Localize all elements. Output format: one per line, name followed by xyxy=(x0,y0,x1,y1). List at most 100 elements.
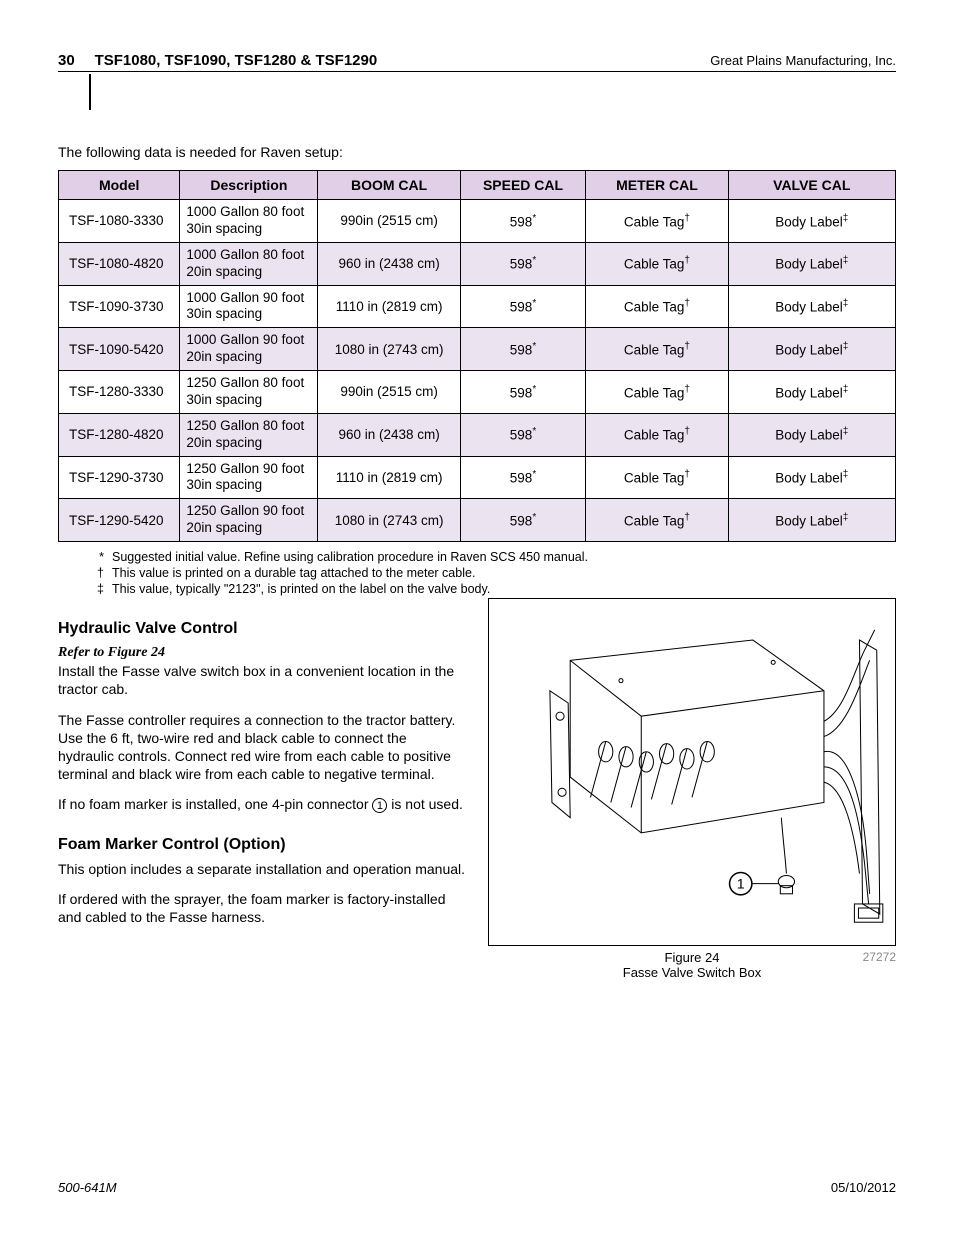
footnote: † This value is printed on a durable tag … xyxy=(86,566,896,580)
footnote: ‡ This value, typically "2123", is printe… xyxy=(86,582,896,596)
footnote-symbol: * xyxy=(86,550,104,564)
figure-callout-1: 1 xyxy=(737,877,745,893)
table-row: TSF-1280-48201250 Gallon 80 foot 20in sp… xyxy=(59,413,896,456)
cell-speed: 598* xyxy=(460,413,586,456)
table-row: TSF-1090-37301000 Gallon 90 foot 30in sp… xyxy=(59,285,896,328)
footnote-symbol: ‡ xyxy=(86,582,104,596)
header-title: TSF1080, TSF1090, TSF1280 & TSF1290 xyxy=(95,52,378,69)
col-speed-cal: SPEED CAL xyxy=(460,171,586,200)
cell-description: 1250 Gallon 80 foot 20in spacing xyxy=(180,413,318,456)
hydraulic-heading: Hydraulic Valve Control xyxy=(58,620,466,638)
figure-24-illustration: 1 xyxy=(488,598,896,946)
table-header-row: Model Description BOOM CAL SPEED CAL MET… xyxy=(59,171,896,200)
footnote-symbol: † xyxy=(86,566,104,580)
col-valve-cal: VALVE CAL xyxy=(728,171,895,200)
cell-speed: 598* xyxy=(460,285,586,328)
cell-valve: Body Label‡ xyxy=(728,242,895,285)
cell-description: 1000 Gallon 80 foot 20in spacing xyxy=(180,242,318,285)
foam-heading: Foam Marker Control (Option) xyxy=(58,836,466,854)
cell-valve: Body Label‡ xyxy=(728,328,895,371)
col-model: Model xyxy=(59,171,180,200)
cell-description: 1250 Gallon 80 foot 30in spacing xyxy=(180,371,318,414)
cell-boom: 960 in (2438 cm) xyxy=(318,242,460,285)
hydraulic-p3: If no foam marker is installed, one 4-pi… xyxy=(58,795,466,813)
hydraulic-ref: Refer to Figure 24 xyxy=(58,644,466,662)
table-row: TSF-1080-48201000 Gallon 80 foot 20in sp… xyxy=(59,242,896,285)
cell-meter: Cable Tag† xyxy=(586,499,728,542)
table-row: TSF-1290-37301250 Gallon 90 foot 30in sp… xyxy=(59,456,896,499)
cell-model: TSF-1080-3330 xyxy=(59,200,180,243)
cell-meter: Cable Tag† xyxy=(586,371,728,414)
cell-speed: 598* xyxy=(460,456,586,499)
cell-boom: 990in (2515 cm) xyxy=(318,371,460,414)
cell-speed: 598* xyxy=(460,200,586,243)
cell-speed: 598* xyxy=(460,371,586,414)
switch-box-svg: 1 xyxy=(489,599,895,945)
figure-caption: Figure 24 Fasse Valve Switch Box 27272 xyxy=(488,950,896,980)
figure-id: 27272 xyxy=(846,950,896,964)
cell-speed: 598* xyxy=(460,499,586,542)
table-row: TSF-1280-33301250 Gallon 80 foot 30in sp… xyxy=(59,371,896,414)
foam-p1: This option includes a separate installa… xyxy=(58,860,466,878)
cell-description: 1250 Gallon 90 foot 30in spacing xyxy=(180,456,318,499)
cell-meter: Cable Tag† xyxy=(586,242,728,285)
cell-model: TSF-1290-3730 xyxy=(59,456,180,499)
col-description: Description xyxy=(180,171,318,200)
cell-valve: Body Label‡ xyxy=(728,285,895,328)
cell-meter: Cable Tag† xyxy=(586,200,728,243)
cell-meter: Cable Tag† xyxy=(586,413,728,456)
cell-valve: Body Label‡ xyxy=(728,413,895,456)
cell-meter: Cable Tag† xyxy=(586,456,728,499)
cell-model: TSF-1280-3330 xyxy=(59,371,180,414)
cell-description: 1000 Gallon 80 foot 30in spacing xyxy=(180,200,318,243)
hydraulic-p1: Install the Fasse valve switch box in a … xyxy=(58,662,466,698)
page-footer: 500-641M 05/10/2012 xyxy=(58,1180,896,1195)
cell-description: 1250 Gallon 90 foot 20in spacing xyxy=(180,499,318,542)
cell-boom: 1110 in (2819 cm) xyxy=(318,456,460,499)
cell-speed: 598* xyxy=(460,242,586,285)
cell-model: TSF-1080-4820 xyxy=(59,242,180,285)
cell-valve: Body Label‡ xyxy=(728,200,895,243)
cell-model: TSF-1090-3730 xyxy=(59,285,180,328)
figure-label: Figure 24 xyxy=(538,950,846,965)
hydraulic-p2: The Fasse controller requires a connecti… xyxy=(58,711,466,784)
cell-boom: 1080 in (2743 cm) xyxy=(318,328,460,371)
col-boom-cal: BOOM CAL xyxy=(318,171,460,200)
footnotes: * Suggested initial value. Refine using c… xyxy=(58,550,896,596)
cell-boom: 1080 in (2743 cm) xyxy=(318,499,460,542)
table-row: TSF-1290-54201250 Gallon 90 foot 20in sp… xyxy=(59,499,896,542)
circled-1-icon: 1 xyxy=(372,798,387,813)
cell-meter: Cable Tag† xyxy=(586,328,728,371)
footnote: * Suggested initial value. Refine using c… xyxy=(86,550,896,564)
footnote-text: This value is printed on a durable tag a… xyxy=(112,566,475,580)
footnote-text: Suggested initial value. Refine using ca… xyxy=(112,550,588,564)
cell-valve: Body Label‡ xyxy=(728,456,895,499)
cell-meter: Cable Tag† xyxy=(586,285,728,328)
cell-boom: 990in (2515 cm) xyxy=(318,200,460,243)
cell-model: TSF-1280-4820 xyxy=(59,413,180,456)
col-meter-cal: METER CAL xyxy=(586,171,728,200)
cell-description: 1000 Gallon 90 foot 20in spacing xyxy=(180,328,318,371)
page-header: 30 TSF1080, TSF1090, TSF1280 & TSF1290 G… xyxy=(58,52,896,72)
intro-text: The following data is needed for Raven s… xyxy=(58,144,896,160)
hydraulic-p3a: If no foam marker is installed, one 4-pi… xyxy=(58,796,372,812)
footer-date: 05/10/2012 xyxy=(831,1180,896,1195)
header-company: Great Plains Manufacturing, Inc. xyxy=(710,53,896,68)
header-vertical-rule xyxy=(89,74,91,110)
cell-boom: 960 in (2438 cm) xyxy=(318,413,460,456)
cell-speed: 598* xyxy=(460,328,586,371)
cell-model: TSF-1290-5420 xyxy=(59,499,180,542)
cell-description: 1000 Gallon 90 foot 30in spacing xyxy=(180,285,318,328)
cell-model: TSF-1090-5420 xyxy=(59,328,180,371)
table-row: TSF-1090-54201000 Gallon 90 foot 20in sp… xyxy=(59,328,896,371)
table-row: TSF-1080-33301000 Gallon 80 foot 30in sp… xyxy=(59,200,896,243)
hydraulic-p3b: is not used. xyxy=(387,796,463,812)
page-number: 30 xyxy=(58,52,75,69)
footnote-text: This value, typically "2123", is printed… xyxy=(112,582,490,596)
cell-boom: 1110 in (2819 cm) xyxy=(318,285,460,328)
figure-caption-text: Fasse Valve Switch Box xyxy=(538,965,846,980)
foam-p2: If ordered with the sprayer, the foam ma… xyxy=(58,890,466,926)
cell-valve: Body Label‡ xyxy=(728,371,895,414)
calibration-table: Model Description BOOM CAL SPEED CAL MET… xyxy=(58,170,896,542)
cell-valve: Body Label‡ xyxy=(728,499,895,542)
